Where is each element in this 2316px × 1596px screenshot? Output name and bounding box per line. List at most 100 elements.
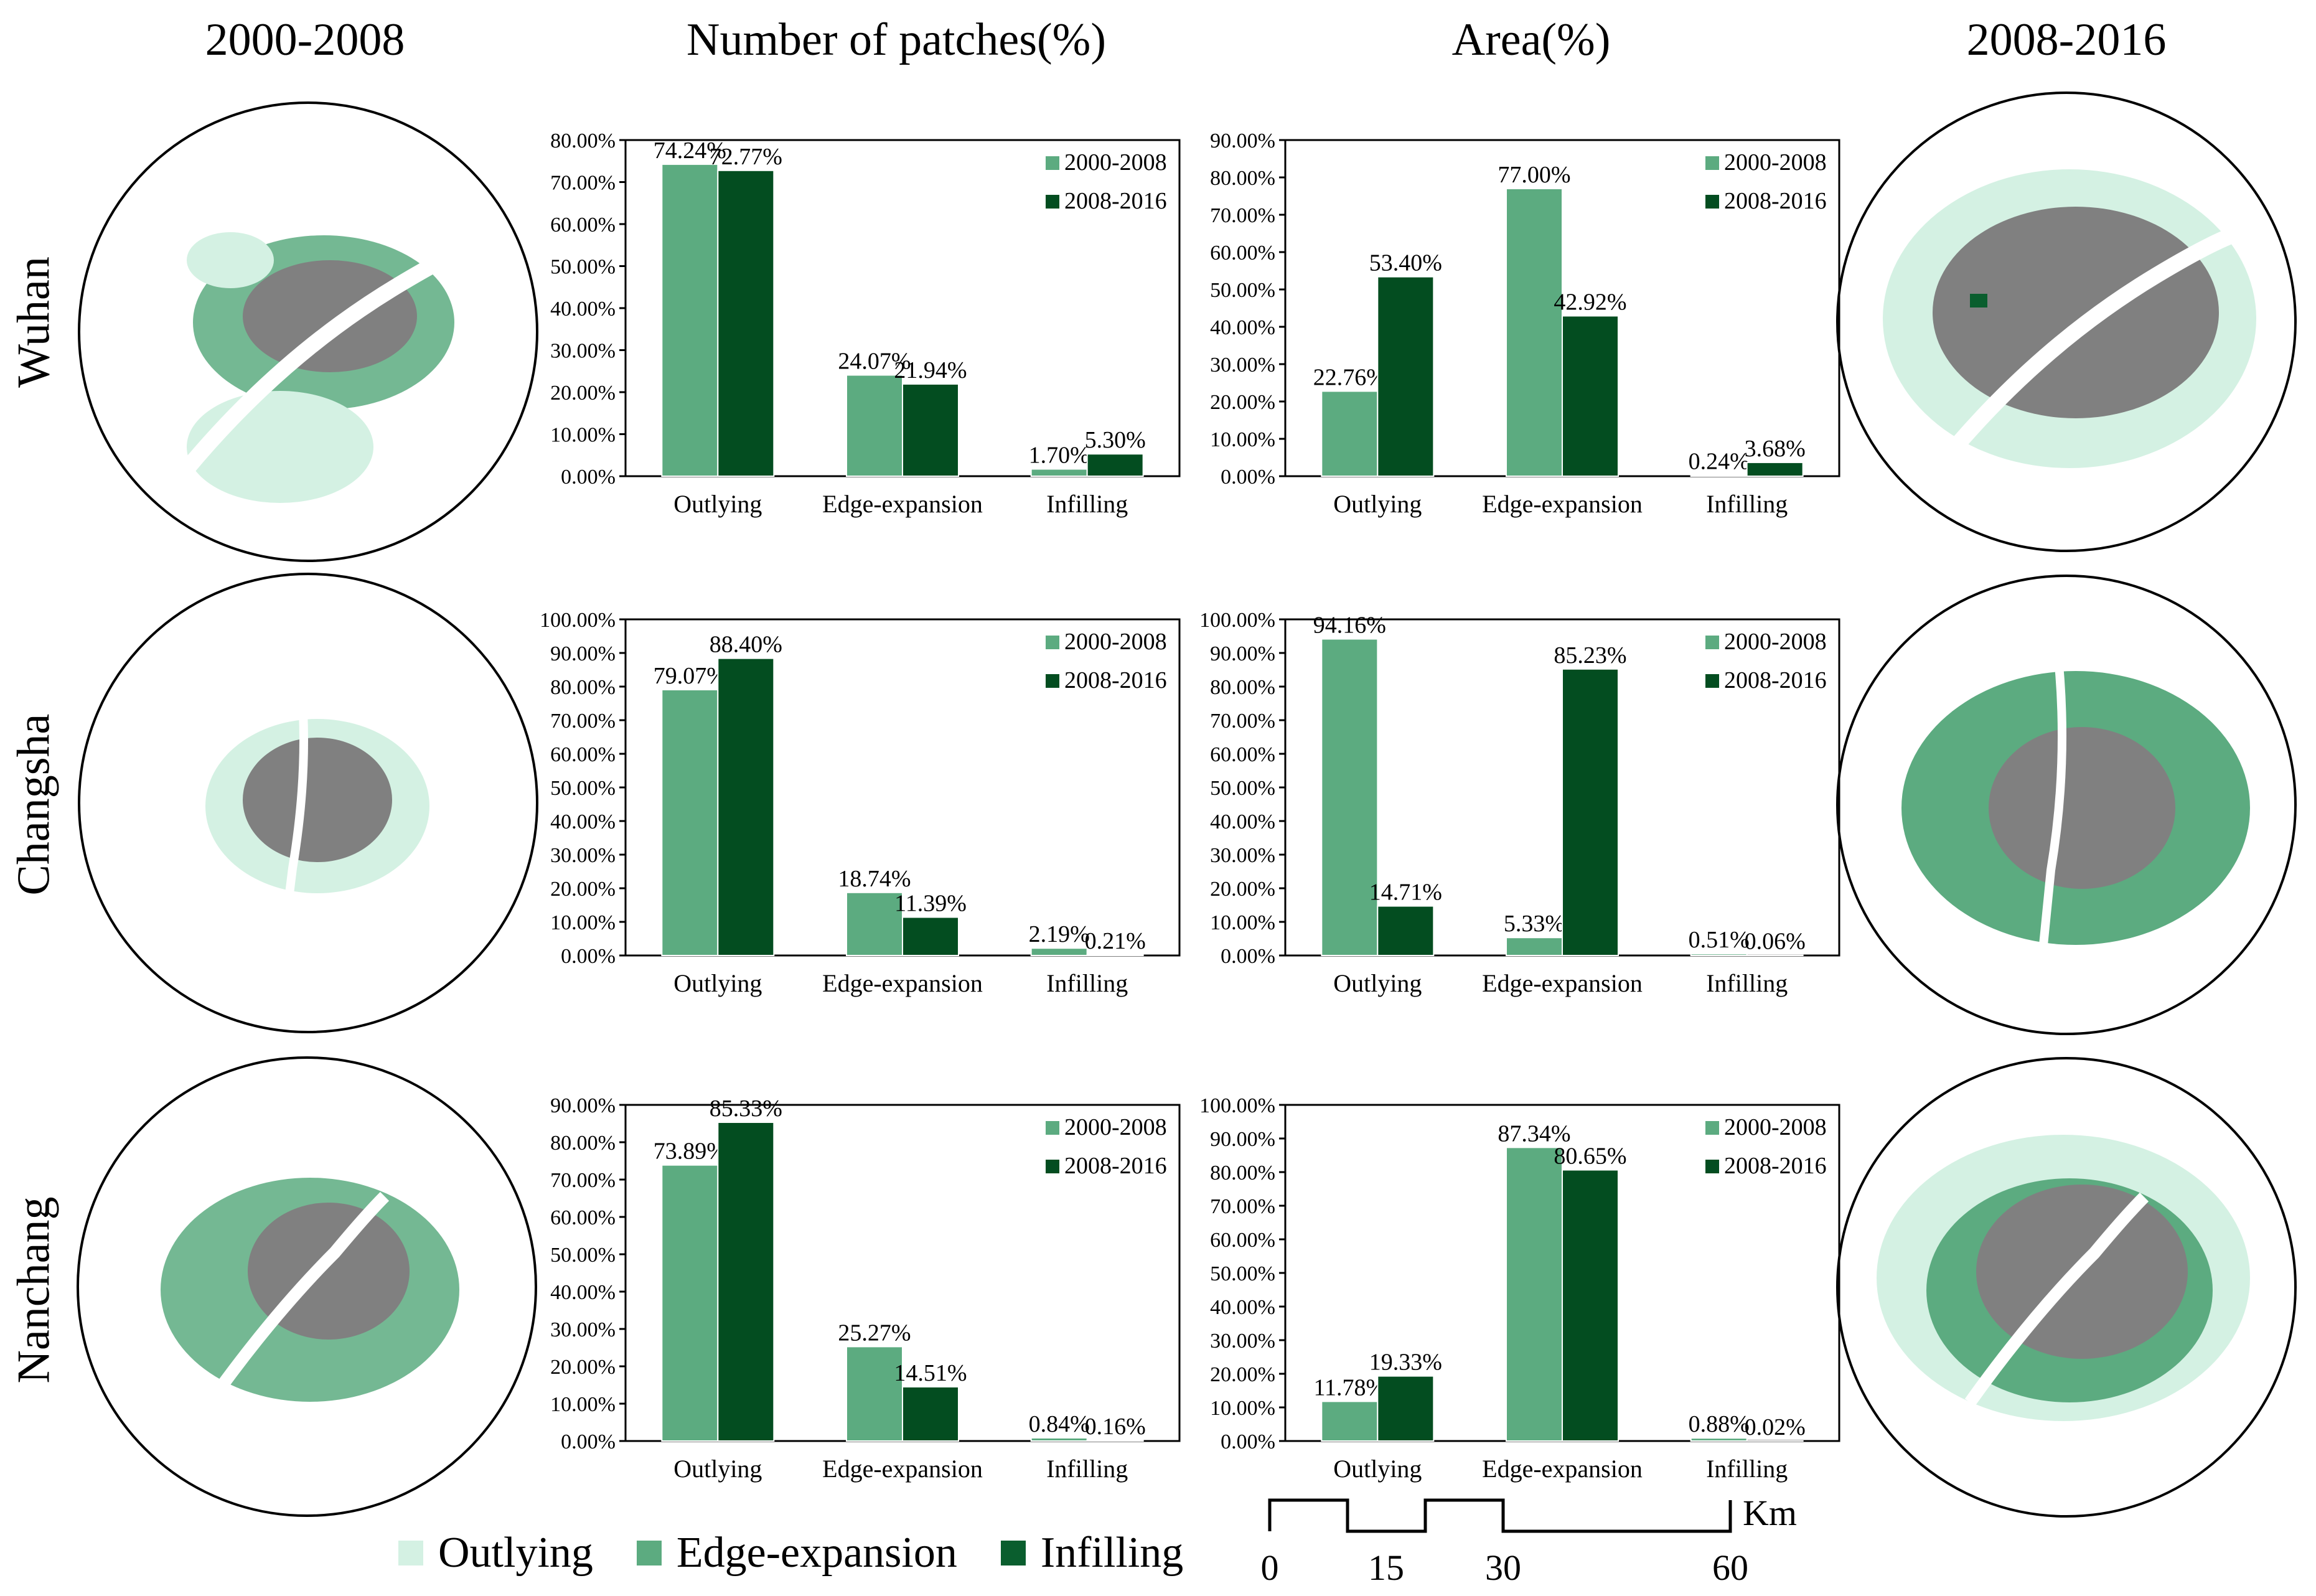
bar-2008-2016-edge-expansion — [1562, 315, 1619, 477]
legend-swatch-2008-2016 — [1705, 1160, 1719, 1173]
y-tick-label: 100.00% — [1199, 609, 1275, 632]
data-label: 5.30% — [1085, 427, 1146, 453]
y-tick-label: 20.00% — [550, 382, 616, 405]
y-tick-label: 10.00% — [550, 911, 616, 934]
map-changsha-2008-2016 — [1836, 575, 2297, 1035]
bar-2000-2008-infilling — [1690, 1437, 1748, 1442]
x-tick-label: Edge-expansion — [1482, 1455, 1643, 1483]
row-title-nanchang: Nanchang — [8, 1196, 60, 1384]
legend-swatch-2008-2016 — [1046, 195, 1059, 209]
data-label: 74.24% — [654, 138, 726, 164]
chart-nanchang-patches: 0.00% 10.00% 20.00% 30.00% 40.00% 50.00% 60.00… — [550, 1094, 1181, 1483]
data-label: 5.33% — [1504, 911, 1565, 937]
y-tick-label: 30.00% — [1210, 844, 1275, 867]
data-label: 0.02% — [1745, 1414, 1806, 1440]
y-tick-label: 60.00% — [1210, 743, 1275, 766]
data-label: 0.88% — [1689, 1411, 1750, 1437]
data-label: 0.84% — [1029, 1411, 1090, 1437]
map-changsha-2000-2008 — [78, 573, 538, 1033]
chart-nanchang-area: 0.00% 10.00% 20.00% 30.00% 40.00% 50.00% 60.00… — [1199, 1094, 1840, 1483]
bar-2008-2016-infilling — [1746, 461, 1804, 477]
legend-swatch-2000-2008 — [1046, 1121, 1059, 1135]
legend-swatch-2008-2016 — [1046, 674, 1059, 688]
data-label: 21.94% — [894, 357, 967, 383]
chart-changsha-patches: 0.00% 10.00% 20.00% 30.00% 40.00% 50.00% 60.00… — [540, 609, 1181, 997]
data-label: 80.65% — [1554, 1143, 1626, 1169]
bar-2008-2016-edge-expansion — [902, 383, 959, 477]
bar-2008-2016-edge-expansion — [902, 916, 959, 956]
y-tick-label: 90.00% — [550, 642, 616, 665]
y-tick-label: 0.00% — [561, 945, 616, 968]
y-tick-label: 100.00% — [540, 609, 616, 632]
data-label: 0.21% — [1085, 928, 1146, 954]
y-tick-label: 50.00% — [1210, 777, 1275, 800]
y-tick-label: 10.00% — [1210, 428, 1275, 451]
column-title-area: Area(%) — [1451, 14, 1611, 65]
scale-tick-60: 60 — [1712, 1547, 1748, 1588]
y-tick-label: 40.00% — [550, 298, 616, 321]
bar-2008-2016-outlying — [717, 657, 775, 956]
row-title-wuhan: Wuhan — [8, 256, 60, 388]
x-tick-label: Outlying — [673, 1455, 762, 1483]
legend-label-2008-2016: 2008-2016 — [1724, 667, 1827, 693]
y-tick-label: 40.00% — [550, 1281, 616, 1304]
data-label: 72.77% — [710, 144, 782, 170]
y-tick-label: 50.00% — [550, 1244, 616, 1267]
bar-2000-2008-edge-expansion — [846, 1346, 903, 1442]
y-tick-label: 10.00% — [550, 424, 616, 447]
y-tick-label: 30.00% — [1210, 1330, 1275, 1353]
data-label: 14.51% — [894, 1360, 967, 1386]
y-tick-label: 80.00% — [1210, 167, 1275, 190]
y-tick-label: 20.00% — [550, 878, 616, 901]
legend-swatch-2008-2016 — [1046, 1160, 1059, 1173]
row-title-changsha: Changsha — [8, 713, 60, 896]
y-tick-label: 20.00% — [1210, 878, 1275, 901]
legend-label-2000-2008: 2000-2008 — [1724, 149, 1827, 176]
data-label: 11.39% — [894, 890, 967, 916]
x-tick-label: Outlying — [673, 490, 762, 518]
bar-2008-2016-edge-expansion — [902, 1386, 959, 1442]
bar-2008-2016-edge-expansion — [1562, 1169, 1619, 1442]
y-tick-label: 80.00% — [1210, 1162, 1275, 1185]
data-label: 77.00% — [1498, 162, 1570, 188]
y-tick-label: 80.00% — [1210, 676, 1275, 699]
legend-label-2000-2008: 2000-2008 — [1064, 1114, 1167, 1140]
legend-label-infilling: Infilling — [1040, 1529, 1184, 1577]
legend-item-infilling: Infilling — [1000, 1528, 1184, 1578]
legend-label-2000-2008: 2000-2008 — [1064, 629, 1167, 655]
bar-2008-2016-infilling — [1086, 1440, 1144, 1442]
bar-2000-2008-outlying — [1321, 1401, 1379, 1442]
legend-swatch-infilling — [1000, 1541, 1026, 1565]
map-wuhan-2000-2008 — [78, 101, 538, 562]
bar-2000-2008-infilling — [1030, 1437, 1088, 1442]
bar-2000-2008-edge-expansion — [1506, 1147, 1563, 1442]
bar-2008-2016-outlying — [717, 1122, 775, 1442]
y-tick-label: 30.00% — [550, 844, 616, 867]
data-label: 73.89% — [654, 1138, 726, 1165]
column-title-2008-2016: 2008-2016 — [1966, 14, 2167, 65]
x-tick-label: Outlying — [673, 969, 762, 997]
x-tick-label: Outlying — [1333, 1455, 1422, 1483]
map-nanchang-2000-2008 — [77, 1056, 537, 1517]
data-label: 85.33% — [710, 1096, 782, 1122]
legend-label-2008-2016: 2008-2016 — [1064, 1153, 1167, 1179]
y-tick-label: 0.00% — [1221, 466, 1275, 489]
legend-label-2008-2016: 2008-2016 — [1064, 667, 1167, 693]
y-tick-label: 40.00% — [1210, 810, 1275, 833]
bar-2000-2008-infilling — [1030, 947, 1088, 957]
y-tick-label: 70.00% — [1210, 710, 1275, 733]
x-tick-label: Outlying — [1333, 969, 1422, 997]
data-label: 19.33% — [1369, 1350, 1442, 1376]
data-label: 25.27% — [838, 1320, 911, 1346]
data-label: 85.23% — [1554, 642, 1626, 669]
y-tick-label: 10.00% — [1210, 1397, 1275, 1420]
data-label: 18.74% — [838, 866, 911, 892]
y-tick-label: 0.00% — [1221, 1430, 1275, 1453]
y-tick-label: 70.00% — [550, 1169, 616, 1192]
y-tick-label: 10.00% — [550, 1393, 616, 1416]
bar-2008-2016-outlying — [1377, 276, 1435, 477]
legend-label-edge-expansion: Edge-expansion — [676, 1529, 957, 1577]
column-title-number-of-patches: Number of patches(%) — [687, 14, 1106, 65]
x-tick-label: Infilling — [1706, 1455, 1788, 1483]
bar-2008-2016-outlying — [1377, 1375, 1435, 1442]
